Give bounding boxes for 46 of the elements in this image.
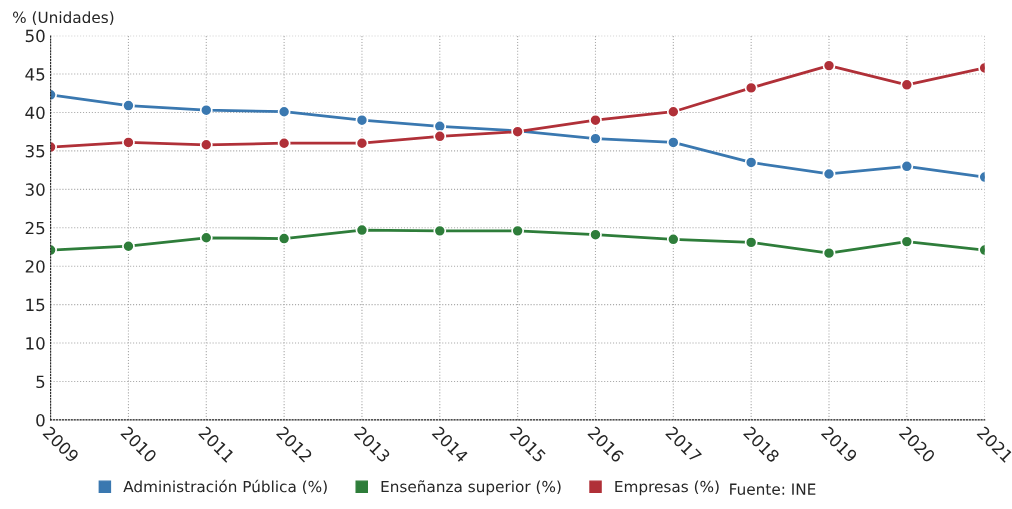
y-tick-label: 30 (25, 183, 45, 196)
legend-label: Empresas (%) (615, 480, 719, 496)
point (900, 78, 914, 92)
point (277, 136, 291, 150)
point (122, 239, 135, 253)
y-tick-label: 35 (25, 144, 45, 158)
point (666, 136, 680, 149)
point (744, 81, 758, 95)
point (355, 223, 369, 237)
point (900, 159, 914, 173)
point (822, 167, 836, 181)
point (511, 224, 525, 238)
point (666, 105, 680, 119)
point (589, 113, 602, 127)
y-tick-label: 45 (25, 68, 45, 81)
point (199, 231, 213, 245)
point (822, 246, 836, 260)
legend-label: Administración Pública (%) (123, 479, 327, 495)
y-tick-label: 25 (25, 221, 45, 235)
y-tick-label: 40 (25, 106, 45, 120)
y-tick-label: 10 (26, 337, 45, 350)
point (199, 138, 213, 152)
point (589, 132, 602, 146)
point (744, 235, 758, 249)
point (822, 59, 836, 72)
source-note: Fuente: INE (730, 483, 816, 495)
point (900, 235, 914, 249)
legend-label: Enseñanza superior (%) (381, 480, 561, 496)
y-tick-label: 0 (36, 413, 45, 427)
y-tick-label: 20 (25, 260, 45, 273)
point (433, 224, 447, 238)
y-axis-title: % (Unidades) (12, 11, 114, 25)
y-tick-label: 50 (25, 29, 45, 43)
point (122, 99, 135, 112)
y-tick-label: 5 (36, 375, 45, 389)
point (589, 228, 602, 242)
point (122, 136, 135, 149)
point (666, 232, 680, 246)
point (355, 136, 369, 150)
point (355, 113, 369, 127)
point (744, 156, 758, 169)
point (433, 129, 447, 143)
point (277, 105, 291, 119)
y-tick-label: 15 (26, 298, 45, 312)
point (199, 103, 213, 117)
point (277, 232, 291, 245)
